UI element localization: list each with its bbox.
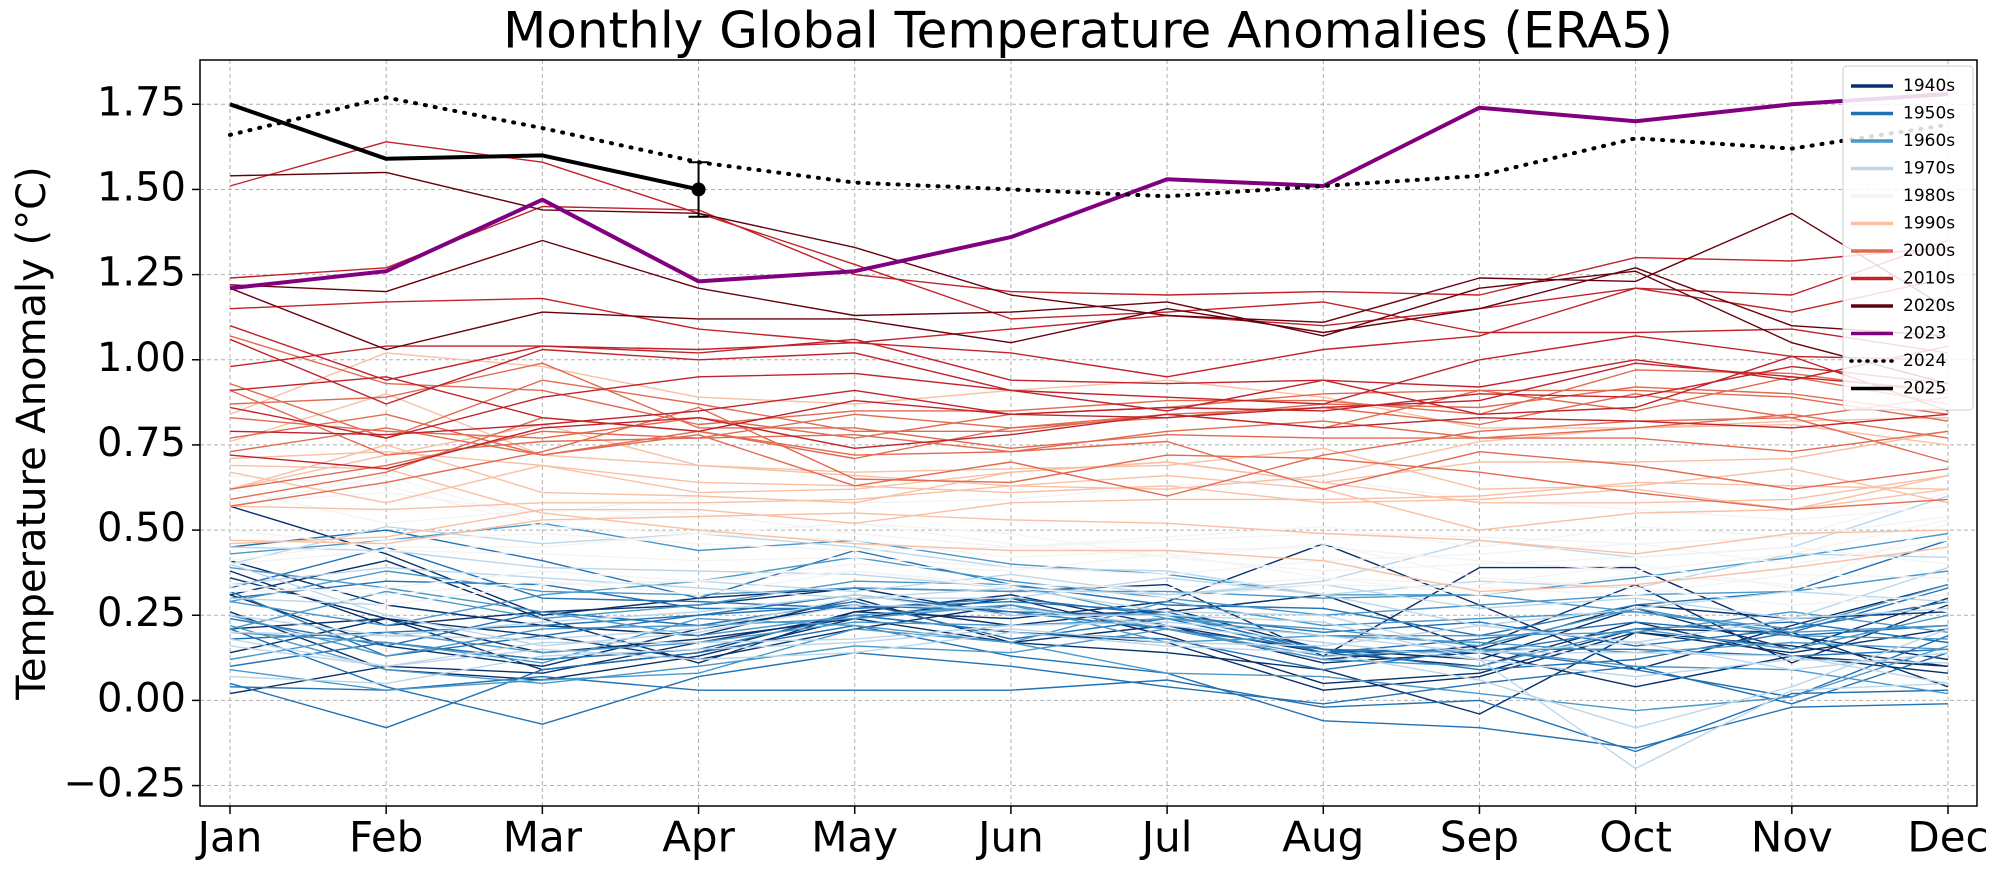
year-line [229, 522, 1949, 593]
series-line [229, 92, 1949, 291]
year-line [229, 543, 1949, 671]
x-tick-label: Apr [662, 813, 735, 862]
year-line [229, 566, 1949, 627]
legend-label: 1950s [1903, 104, 1955, 124]
year-line [229, 413, 1949, 497]
year-line [229, 546, 1949, 671]
year-line [229, 563, 1949, 678]
year-line [229, 628, 1949, 712]
year-line [229, 570, 1949, 613]
x-tick-label: Jun [975, 813, 1044, 862]
x-tick-label: Oct [1599, 813, 1672, 862]
year-line [229, 474, 1949, 572]
point-marker [691, 182, 706, 197]
y-axis-label: Temperature Anomaly (°C) [9, 166, 55, 700]
series-line [228, 95, 1950, 199]
year-line [229, 277, 1949, 344]
year-line [229, 580, 1949, 654]
x-tick-label: Nov [1751, 813, 1833, 862]
x-tick-label: Jul [1139, 813, 1193, 862]
year-line [229, 338, 1949, 415]
year-line [229, 335, 1949, 426]
year-line [229, 675, 1949, 753]
y-tick-label: 0.50 [97, 505, 186, 551]
year-line [229, 583, 1949, 640]
x-tick-label: Aug [1282, 813, 1364, 862]
year-line [229, 566, 1949, 685]
year-line [229, 628, 1949, 729]
legend-label: 1990s [1903, 214, 1955, 234]
year-line [229, 362, 1949, 449]
legend-label: 2020s [1903, 296, 1955, 316]
year-line [229, 205, 1949, 296]
y-tick-label: 0.75 [97, 420, 186, 466]
legend-label: 1940s [1903, 76, 1955, 96]
year-line [229, 628, 1949, 725]
year-line [229, 423, 1949, 531]
y-tick-label: 1.50 [97, 164, 186, 210]
x-tick-label: Mar [503, 813, 583, 862]
year-line [229, 512, 1949, 555]
lines [228, 92, 1950, 770]
year-line [229, 478, 1949, 521]
year-line [229, 621, 1949, 685]
year-line [229, 362, 1949, 436]
year-line [229, 451, 1949, 511]
year-line [229, 345, 1949, 439]
year-line [229, 239, 1949, 381]
y-tick-label: −0.25 [63, 761, 186, 807]
x-tick-label: Dec [1907, 813, 1988, 862]
year-line [229, 607, 1949, 661]
year-line [229, 141, 1949, 354]
legend: 1940s 1950s 1960s 1970s 1980s 1990s 2000s 2010s… [1842, 65, 1974, 411]
year-line [229, 171, 1949, 323]
year-line [229, 239, 1949, 385]
year-line [229, 491, 1949, 562]
year-line [229, 488, 1949, 565]
grid [200, 60, 1977, 806]
x-tick-label: May [811, 813, 898, 862]
year-line [229, 352, 1949, 446]
plot-frame [199, 59, 1978, 807]
x-tick-label: Feb [349, 813, 423, 862]
legend-label: 2010s [1903, 269, 1955, 289]
year-line [229, 406, 1949, 511]
legend-label: 2000s [1903, 241, 1955, 261]
x-tick-label: Jan [195, 813, 263, 862]
chart-title: Monthly Global Temperature Anomalies (ER… [503, 2, 1673, 60]
legend-box [1842, 65, 1974, 411]
year-line [229, 556, 1949, 627]
year-line [229, 529, 1949, 637]
series-line [229, 102, 699, 192]
year-line [229, 515, 1949, 576]
legend-label: 1980s [1903, 186, 1955, 206]
year-line [229, 430, 1949, 504]
year-line [229, 594, 1949, 770]
legend-label: 1960s [1903, 131, 1955, 151]
year-line [229, 560, 1949, 688]
year-line [229, 365, 1949, 432]
legend-label: 2025 [1903, 379, 1946, 399]
y-tick-label: 1.00 [97, 335, 186, 381]
year-line [229, 570, 1949, 606]
year-line [229, 546, 1949, 654]
axes: −0.25 0.00 0.25 0.50 0.75 1.00 1.25 1.50 1.75 Jan… [63, 79, 1988, 861]
year-line [229, 335, 1949, 405]
legend-label: 2024 [1903, 351, 1946, 371]
x-tick-label: Sep [1440, 813, 1519, 862]
y-tick-label: 0.00 [97, 675, 186, 721]
year-line [229, 413, 1949, 470]
y-tick-label: 0.25 [97, 590, 186, 636]
y-tick-label: 1.25 [97, 250, 186, 296]
year-line [229, 464, 1949, 593]
year-line [229, 587, 1949, 671]
legend-label: 1970s [1903, 159, 1955, 179]
year-line [229, 393, 1949, 460]
legend-label: 2023 [1903, 324, 1946, 344]
year-line [229, 614, 1949, 695]
y-tick-label: 1.75 [97, 79, 186, 125]
year-line [229, 267, 1949, 351]
